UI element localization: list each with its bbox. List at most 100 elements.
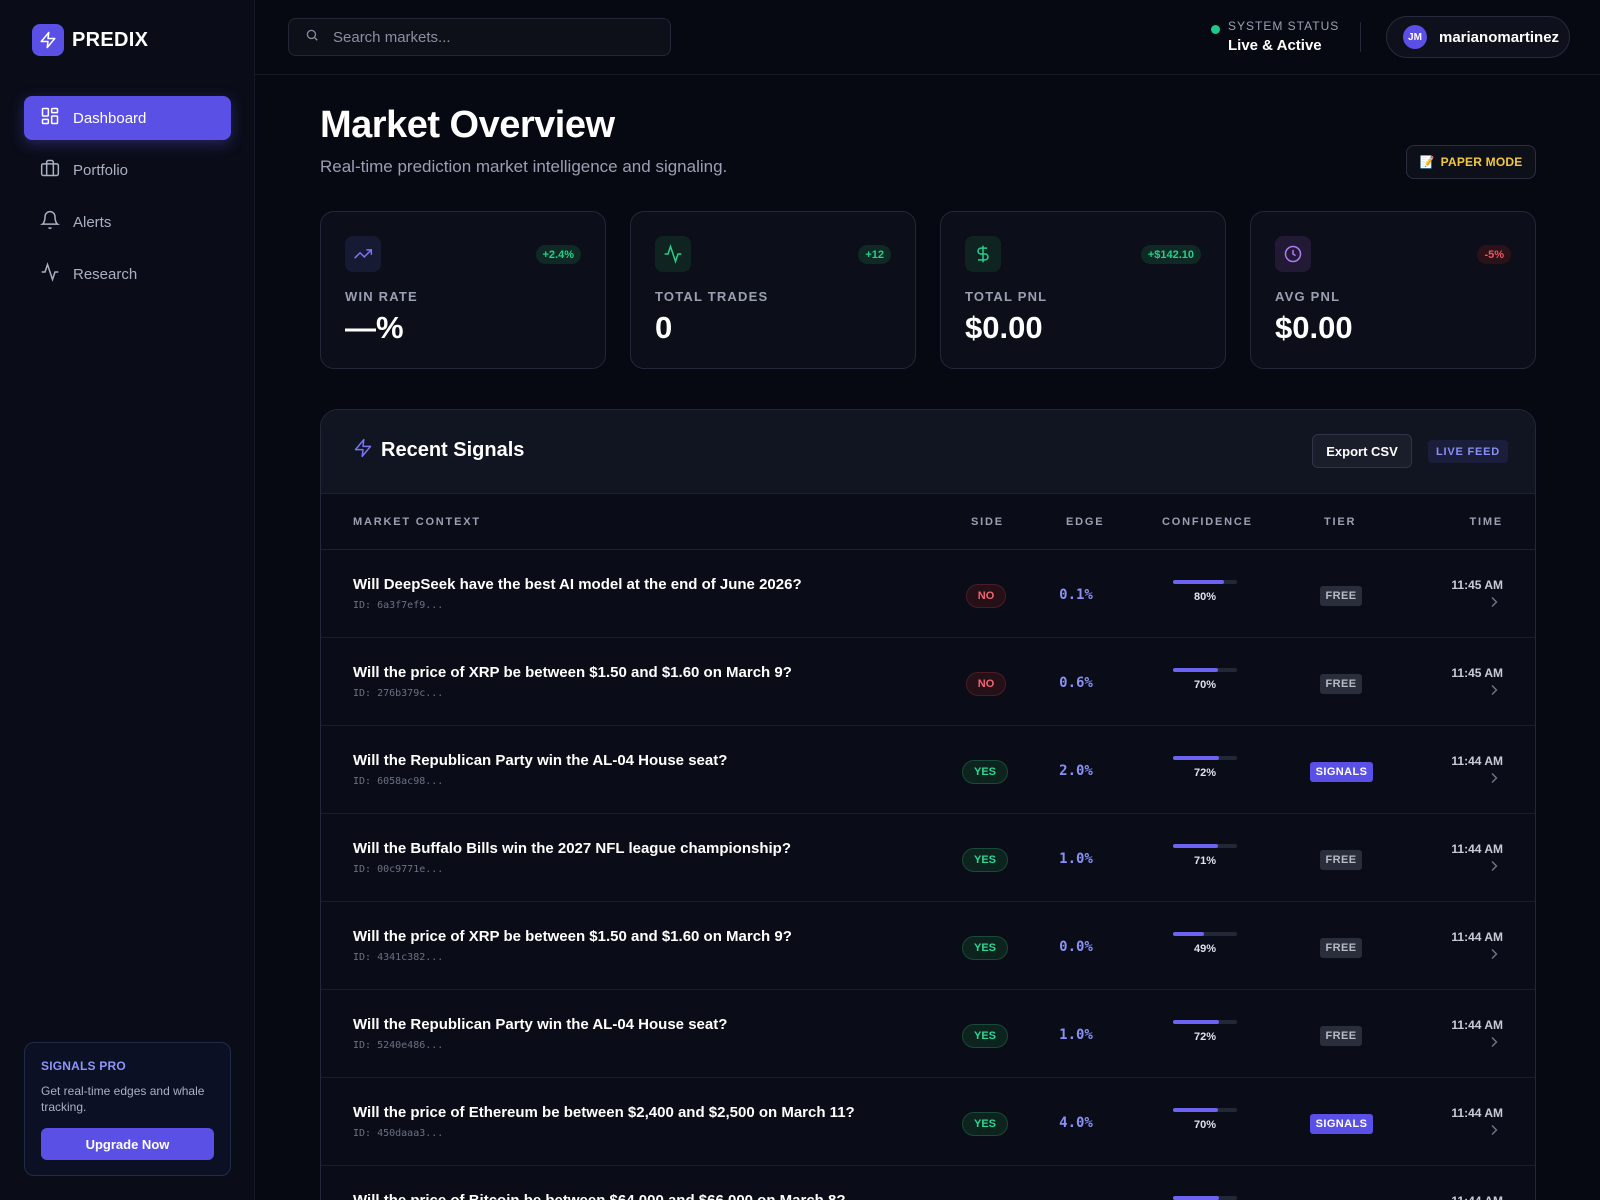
confidence-track (1173, 932, 1237, 936)
panel-title: Recent Signals (353, 438, 524, 463)
confidence-fill (1173, 580, 1225, 584)
user-name: marianomartinez (1439, 28, 1560, 46)
stat-value: 0 (655, 310, 673, 345)
stat-card-total-pnl: +$142.10 TOTAL PNL $0.00 (940, 211, 1226, 369)
upgrade-button[interactable]: Upgrade Now (41, 1128, 214, 1160)
side-pill: YES (962, 936, 1008, 960)
market-id: ID: 4341c382... (353, 952, 444, 963)
search-bar[interactable] (288, 18, 671, 56)
table-row[interactable]: Will the Republican Party win the AL-04 … (321, 990, 1535, 1078)
avatar: JM (1403, 25, 1427, 49)
market-question[interactable]: Will the Republican Party win the AL-04 … (353, 752, 728, 769)
paper-mode-badge[interactable]: 📝 PAPER MODE (1406, 145, 1536, 179)
stat-card-total-trades: +12 TOTAL TRADES 0 (630, 211, 916, 369)
side-pill: YES (962, 1112, 1008, 1136)
signal-time: 11:44 AM (1451, 930, 1503, 944)
chevron-right-icon[interactable] (1489, 771, 1499, 789)
chevron-right-icon[interactable] (1489, 1035, 1499, 1053)
chevron-right-icon[interactable] (1489, 595, 1499, 613)
table-row[interactable]: Will DeepSeek have the best AI model at … (321, 550, 1535, 638)
confidence-fill (1173, 756, 1220, 760)
dollar-icon (965, 236, 1001, 272)
market-id: ID: 276b379c... (353, 688, 444, 699)
signals-table-body: Will DeepSeek have the best AI model at … (321, 550, 1535, 1200)
sidebar-item-portfolio[interactable]: Portfolio (24, 148, 231, 192)
confidence-meter: 49% (1173, 932, 1237, 955)
export-csv-button[interactable]: Export CSV (1312, 434, 1412, 468)
memo-icon: 📝 (1419, 155, 1435, 169)
sidebar-item-dashboard[interactable]: Dashboard (24, 96, 231, 140)
market-question[interactable]: Will the price of XRP be between $1.50 a… (353, 928, 792, 945)
confidence-meter: 70% (1173, 668, 1237, 691)
chevron-right-icon[interactable] (1489, 1123, 1499, 1141)
table-row[interactable]: Will the Republican Party win the AL-04 … (321, 726, 1535, 814)
stat-change-badge: +2.4% (535, 245, 581, 264)
confidence-track (1173, 1020, 1237, 1024)
paper-mode-label: PAPER MODE (1440, 155, 1523, 169)
status-label: SYSTEM STATUS (1228, 19, 1340, 33)
sidebar-item-research[interactable]: Research (24, 252, 231, 296)
stats-row: +2.4% WIN RATE —% +12 TOTAL TRADES 0 +$1… (320, 211, 1536, 369)
confidence-fill (1173, 1020, 1220, 1024)
market-question[interactable]: Will the Republican Party win the AL-04 … (353, 1016, 728, 1033)
confidence-meter: 80% (1173, 580, 1237, 603)
market-question[interactable]: Will DeepSeek have the best AI model at … (353, 576, 802, 593)
sidebar: PREDIX Dashboard Portfolio Alerts Resear… (0, 0, 255, 1200)
signal-time: 11:45 AM (1451, 666, 1503, 680)
brand[interactable]: PREDIX (32, 24, 148, 56)
side-pill: NO (966, 672, 1006, 696)
market-id: ID: 6058ac98... (353, 776, 444, 787)
tier-badge: SIGNALS (1310, 1114, 1373, 1134)
confidence-fill (1173, 932, 1205, 936)
stat-change-badge: -5% (1477, 245, 1511, 264)
confidence-label: 72% (1193, 767, 1217, 779)
search-icon (305, 28, 319, 47)
market-id: ID: 00c9771e... (353, 864, 444, 875)
column-header-tier: TIER (1324, 516, 1357, 528)
market-question[interactable]: Will the price of XRP be between $1.50 a… (353, 664, 792, 681)
stat-change-badge: +12 (858, 245, 891, 264)
user-menu[interactable]: JM marianomartinez (1386, 16, 1570, 58)
recent-signals-panel: Recent Signals Export CSV LIVE FEED MARK… (320, 409, 1536, 1200)
table-row[interactable]: Will the price of Ethereum be between $2… (321, 1078, 1535, 1166)
brand-name: PREDIX (72, 28, 149, 51)
market-question[interactable]: Will the price of Bitcoin be between $64… (353, 1192, 846, 1200)
table-row[interactable]: Will the price of XRP be between $1.50 a… (321, 638, 1535, 726)
market-question[interactable]: Will the price of Ethereum be between $2… (353, 1104, 855, 1121)
confidence-label: 71% (1193, 855, 1217, 867)
stat-value: $0.00 (965, 310, 1043, 345)
tier-badge: FREE (1320, 1026, 1362, 1046)
chevron-right-icon[interactable] (1489, 947, 1499, 965)
table-row[interactable]: Will the price of Bitcoin be between $64… (321, 1166, 1535, 1200)
signal-time: 11:44 AM (1451, 1018, 1503, 1032)
header-divider (1360, 22, 1361, 52)
table-row[interactable]: Will the price of XRP be between $1.50 a… (321, 902, 1535, 990)
table-header: MARKET CONTEXT SIDE EDGE CONFIDENCE TIER… (321, 494, 1535, 550)
edge-value: 1.0% (1059, 851, 1093, 867)
market-id: ID: 6a3f7ef9... (353, 600, 444, 611)
trending-up-icon (345, 236, 381, 272)
live-feed-badge: LIVE FEED (1428, 440, 1509, 463)
tier-badge: FREE (1320, 586, 1362, 606)
tier-badge: SIGNALS (1310, 762, 1373, 782)
sidebar-item-label: Alerts (73, 213, 112, 231)
tier-badge: FREE (1320, 674, 1362, 694)
side-pill: YES (962, 1024, 1008, 1048)
promo-text: Get real-time edges and whale tracking. (41, 1084, 205, 1114)
confidence-meter: 72% (1173, 756, 1237, 779)
table-row[interactable]: Will the Buffalo Bills win the 2027 NFL … (321, 814, 1535, 902)
confidence-fill (1173, 844, 1219, 848)
confidence-meter (1173, 1196, 1237, 1200)
side-pill: YES (962, 760, 1008, 784)
sidebar-nav: Dashboard Portfolio Alerts Research (24, 96, 231, 304)
search-input[interactable] (333, 28, 633, 46)
chevron-right-icon[interactable] (1489, 859, 1499, 877)
market-question[interactable]: Will the Buffalo Bills win the 2027 NFL … (353, 840, 791, 857)
chevron-right-icon[interactable] (1489, 683, 1499, 701)
sidebar-item-label: Dashboard (73, 109, 147, 127)
confidence-meter: 70% (1173, 1108, 1237, 1131)
confidence-label: 72% (1193, 1031, 1217, 1043)
sidebar-item-alerts[interactable]: Alerts (24, 200, 231, 244)
edge-value: 4.0% (1059, 1115, 1093, 1131)
stat-value: —% (345, 310, 404, 345)
